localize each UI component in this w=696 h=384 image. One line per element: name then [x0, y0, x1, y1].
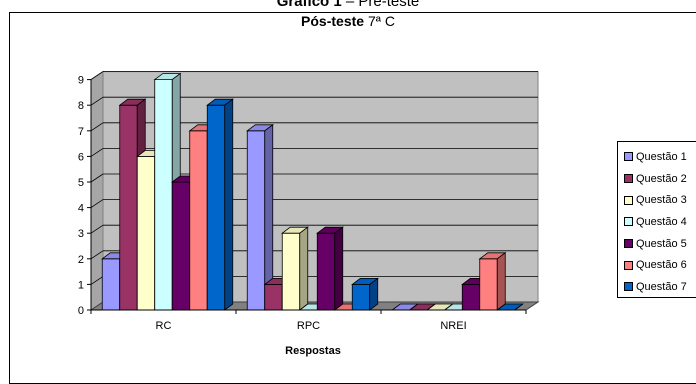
- bar-front: [316, 232, 336, 311]
- x-tick-label: RPC: [297, 320, 320, 332]
- legend-item: Questão 6: [624, 254, 696, 276]
- y-tick-label: 6: [78, 151, 84, 163]
- legend-item: Questão 2: [624, 168, 696, 190]
- bar-front: [461, 283, 481, 311]
- y-tick-label: 0: [78, 305, 84, 317]
- gridline-depth: [90, 199, 104, 208]
- legend-label: Questão 2: [636, 172, 687, 185]
- bar-front: [206, 104, 226, 311]
- legend-label: Questão 3: [636, 194, 687, 207]
- bar-side: [369, 277, 379, 311]
- gridline-depth: [90, 71, 104, 80]
- bar-front: [189, 130, 208, 311]
- gridline-depth: [90, 276, 104, 285]
- gridline-depth: [90, 173, 104, 183]
- legend-item: Questão 7: [624, 276, 696, 298]
- y-tick-label: 4: [78, 203, 84, 215]
- bar: [206, 98, 234, 311]
- y-tick-label: 9: [78, 75, 84, 87]
- chart-title: Pós-teste 7ª C: [301, 13, 395, 29]
- bar-front: [351, 283, 371, 311]
- y-tick-label: 5: [78, 177, 84, 189]
- legend-label: Questão 7: [636, 280, 687, 293]
- bar: [246, 124, 274, 311]
- bar-front: [136, 155, 156, 311]
- chart-plot: 0 1 2 3 4 5 6 7 8 9 RC RPC NREI Respostas: [78, 70, 540, 357]
- bar-side: [224, 98, 234, 311]
- bar-front: [479, 258, 498, 311]
- bar-front: [171, 181, 191, 311]
- bar-front: [281, 232, 301, 311]
- legend-item: Questão 1: [624, 146, 696, 168]
- bar-front: [154, 79, 173, 311]
- chart-side-wall: [90, 70, 104, 311]
- legend-swatch: [624, 217, 633, 227]
- legend-label: Questão 1: [636, 150, 687, 163]
- legend-swatch: [624, 260, 633, 270]
- legend-label: Questão 6: [636, 259, 687, 272]
- page-title: Gráfico 1 – Pré-teste: [276, 0, 420, 10]
- y-tick-label: 3: [78, 228, 84, 240]
- bar-front: [119, 104, 138, 311]
- gridline-depth: [90, 224, 104, 234]
- bar-front: [101, 258, 121, 311]
- bar: [316, 226, 344, 311]
- legend-swatch: [624, 282, 633, 292]
- bar-side: [514, 303, 523, 311]
- bar: [478, 252, 507, 311]
- legend-label: Questão 4: [636, 215, 687, 228]
- bar-side: [334, 226, 344, 311]
- bar-front: [246, 130, 266, 311]
- x-tick-label: RC: [156, 320, 172, 332]
- gridline-depth: [90, 96, 104, 106]
- chart-bars: [101, 72, 524, 311]
- bar: [351, 277, 379, 311]
- legend-swatch: [624, 152, 633, 162]
- y-tick-label: 1: [78, 279, 84, 291]
- legend-swatch: [624, 239, 633, 249]
- gridline-depth: [90, 122, 104, 132]
- legend-swatch: [624, 174, 633, 184]
- bar-side: [299, 226, 309, 311]
- gridline-depth: [90, 250, 104, 260]
- y-tick-label: 8: [78, 100, 84, 112]
- chart-legend: Questão 1 Questão 2 Questão 3 Questão 4 Ques…: [617, 141, 696, 298]
- legend-item: Questão 3: [624, 189, 696, 211]
- legend-label: Questão 5: [636, 237, 687, 250]
- y-tick-label: 7: [78, 126, 84, 138]
- bar-side: [496, 252, 506, 311]
- gridline-depth: [90, 148, 104, 157]
- x-axis-label: Respostas: [285, 345, 341, 357]
- y-tick-label: 2: [78, 254, 84, 266]
- bar: [281, 226, 309, 311]
- x-tick-label: NREI: [440, 320, 466, 332]
- legend-item: Questão 5: [624, 233, 696, 255]
- legend-item: Questão 4: [624, 211, 696, 233]
- legend-swatch: [624, 195, 633, 205]
- chart-axes: 0 1 2 3 4 5 6 7 8 9 RC RPC NREI: [78, 75, 527, 332]
- bar-front: [264, 283, 283, 311]
